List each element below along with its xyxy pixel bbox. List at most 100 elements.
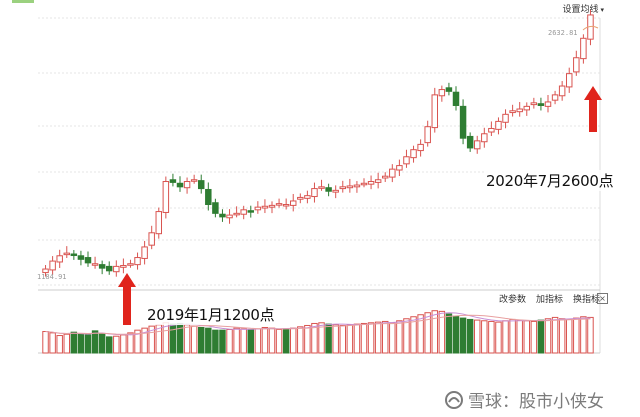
candle-body-32 bbox=[268, 204, 276, 208]
volume-bar-64 bbox=[495, 321, 502, 354]
volume-bar-57 bbox=[445, 313, 453, 354]
volume-bar-58 bbox=[452, 315, 460, 354]
candle-body-18 bbox=[169, 179, 177, 183]
volume-bar-45 bbox=[360, 322, 368, 354]
candle-series bbox=[42, 9, 594, 277]
volume-bar-5 bbox=[77, 333, 85, 354]
set-moving-average-label: 设置均线 bbox=[562, 5, 599, 15]
switch-indicator-button[interactable]: 换指标 bbox=[572, 295, 600, 305]
candle-body-40 bbox=[325, 187, 332, 192]
volume-bar-49 bbox=[389, 322, 396, 354]
candle-body-15 bbox=[148, 232, 155, 246]
volume-bar-67 bbox=[516, 319, 523, 354]
volume-bar-27 bbox=[233, 327, 240, 354]
candle-body-44 bbox=[353, 184, 361, 188]
volume-bar-0 bbox=[42, 331, 49, 354]
candle-body-74 bbox=[565, 73, 573, 88]
moving-average-lines bbox=[45, 312, 591, 336]
candle-body-2 bbox=[56, 255, 63, 263]
change-params-button[interactable]: 改参数 bbox=[498, 295, 526, 305]
candle-body-43 bbox=[346, 185, 354, 189]
candle-body-23 bbox=[205, 188, 212, 206]
candle-body-11 bbox=[120, 265, 127, 268]
volume-bar-36 bbox=[297, 326, 304, 354]
candle-body-75 bbox=[573, 57, 580, 73]
candle-body-7 bbox=[91, 263, 99, 266]
candle-body-62 bbox=[481, 133, 488, 143]
volume-bar-32 bbox=[268, 327, 276, 354]
volume-bar-39 bbox=[318, 322, 325, 354]
volume-bar-15 bbox=[148, 325, 155, 354]
candle-body-10 bbox=[113, 265, 120, 273]
volume-bar-60 bbox=[466, 318, 474, 354]
volume-bar-43 bbox=[346, 324, 354, 354]
volume-bar-23 bbox=[205, 327, 212, 354]
candle-body-1 bbox=[49, 260, 56, 271]
volume-bar-62 bbox=[481, 320, 488, 354]
candle-body-12 bbox=[127, 263, 134, 266]
volume-bar-63 bbox=[488, 320, 495, 354]
volume-bar-12 bbox=[127, 332, 134, 354]
candle-body-22 bbox=[197, 180, 205, 190]
volume-bar-47 bbox=[374, 321, 382, 354]
volume-bar-18 bbox=[169, 323, 177, 354]
volume-bar-69 bbox=[530, 320, 538, 354]
volume-bar-37 bbox=[304, 324, 311, 354]
volume-bar-31 bbox=[261, 326, 269, 354]
candle-body-73 bbox=[558, 85, 566, 97]
tab-accent-bar bbox=[12, 0, 34, 3]
candle-body-60 bbox=[466, 135, 474, 149]
volume-bar-24 bbox=[212, 329, 219, 354]
set-moving-average-button[interactable]: 设置均线 ▾ bbox=[562, 2, 604, 15]
volume-bar-30 bbox=[254, 328, 262, 354]
candle-body-58 bbox=[452, 91, 460, 106]
volume-bar-38 bbox=[311, 322, 318, 354]
volume-bar-73 bbox=[558, 318, 566, 354]
candle-body-65 bbox=[502, 113, 509, 123]
close-icon[interactable]: × bbox=[597, 293, 608, 304]
candle-body-28 bbox=[240, 209, 247, 215]
candle-body-66 bbox=[509, 110, 516, 114]
candle-body-34 bbox=[282, 204, 290, 207]
candle-body-35 bbox=[289, 200, 297, 206]
volume-bar-61 bbox=[473, 319, 481, 354]
volume-bar-29 bbox=[247, 329, 255, 354]
candle-body-42 bbox=[339, 186, 347, 190]
candle-body-3 bbox=[63, 252, 71, 256]
candle-body-71 bbox=[544, 101, 552, 107]
volume-ma5-line bbox=[45, 312, 591, 336]
candle-body-16 bbox=[155, 211, 163, 235]
volume-bar-28 bbox=[240, 328, 247, 354]
volume-bar-54 bbox=[424, 312, 431, 354]
snowball-logo-icon bbox=[445, 390, 463, 409]
candle-body-36 bbox=[297, 196, 304, 200]
volume-bar-4 bbox=[70, 331, 78, 354]
candle-body-68 bbox=[523, 105, 531, 111]
candle-body-45 bbox=[360, 182, 368, 186]
price-high-pointer bbox=[582, 25, 599, 31]
volume-bar-2 bbox=[56, 335, 63, 354]
volume-bar-34 bbox=[282, 328, 290, 354]
volume-toolbar: 改参数 加指标 换指标 bbox=[499, 292, 600, 305]
volume-bar-44 bbox=[353, 323, 361, 354]
volume-bar-7 bbox=[91, 330, 99, 354]
candle-body-76 bbox=[580, 37, 587, 60]
volume-bar-74 bbox=[565, 318, 573, 354]
candle-body-29 bbox=[247, 210, 255, 213]
candle-body-17 bbox=[162, 181, 170, 213]
volume-bar-48 bbox=[381, 320, 389, 354]
volume-bar-46 bbox=[367, 322, 375, 354]
candle-body-59 bbox=[459, 105, 467, 139]
volume-bar-22 bbox=[197, 326, 205, 354]
candle-body-9 bbox=[105, 265, 113, 272]
volume-bar-14 bbox=[141, 327, 148, 354]
candle-body-25 bbox=[219, 213, 226, 218]
volume-bar-50 bbox=[396, 320, 403, 354]
volume-ma10-line bbox=[45, 314, 591, 335]
annotation-arrows bbox=[118, 25, 602, 325]
candle-body-30 bbox=[254, 206, 262, 211]
add-indicator-button[interactable]: 加指标 bbox=[535, 295, 563, 305]
volume-bar-41 bbox=[332, 324, 339, 354]
volume-bar-35 bbox=[289, 327, 297, 354]
volume-bar-6 bbox=[84, 334, 92, 354]
